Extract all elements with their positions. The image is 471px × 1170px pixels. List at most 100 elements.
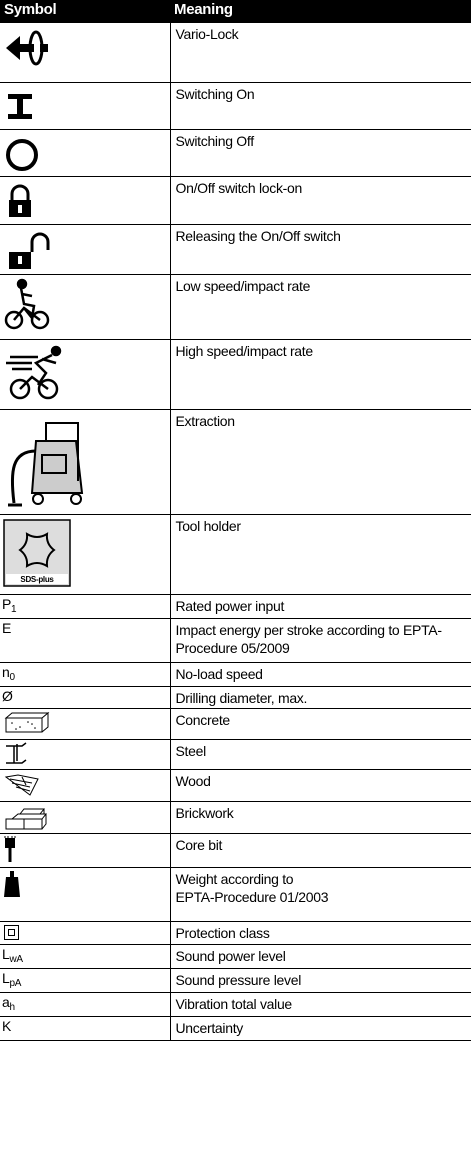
icon-cell xyxy=(0,709,170,740)
icon-cell xyxy=(0,225,170,275)
meaning: Sound power level xyxy=(170,945,471,969)
symbol: P1 xyxy=(0,595,170,619)
row: Steel xyxy=(0,740,471,770)
row: Weight according to EPTA-Procedure 01/20… xyxy=(0,868,471,922)
meaning: Vario-Lock xyxy=(170,23,471,83)
meaning: Releasing the On/Off switch xyxy=(170,225,471,275)
high-speed-icon xyxy=(2,341,68,403)
meaning: Drilling diameter, max. xyxy=(170,687,471,709)
concrete-icon xyxy=(2,710,52,736)
symbol: K xyxy=(0,1017,170,1041)
row: Low speed/impact rate xyxy=(0,275,471,340)
icon-cell xyxy=(0,740,170,770)
icon-cell xyxy=(0,177,170,225)
icon-cell: SDS-plus xyxy=(0,515,170,595)
meaning: Wood xyxy=(170,770,471,802)
meaning: Switching On xyxy=(170,83,471,130)
symbol: LpA xyxy=(0,969,170,993)
lock-icon xyxy=(2,178,42,220)
icon-cell xyxy=(0,770,170,802)
meaning: High speed/impact rate xyxy=(170,340,471,410)
protection-class-icon xyxy=(2,923,22,941)
unlock-icon xyxy=(2,226,62,270)
meaning: Low speed/impact rate xyxy=(170,275,471,340)
symbol-sub: 1 xyxy=(11,604,16,615)
symbol: n0 xyxy=(0,663,170,687)
low-speed-icon xyxy=(2,276,52,334)
row: SDS-plus Tool holder xyxy=(0,515,471,595)
row: Wood xyxy=(0,770,471,802)
meaning: Protection class xyxy=(170,922,471,945)
symbol-text: Ø xyxy=(2,688,13,704)
core-bit-icon xyxy=(2,835,22,865)
row: Brickwork xyxy=(0,802,471,834)
meaning: Impact energy per stroke according to EP… xyxy=(170,619,471,663)
icon-cell xyxy=(0,340,170,410)
icon-cell xyxy=(0,802,170,834)
symbol: Ø xyxy=(0,687,170,709)
off-icon xyxy=(2,131,42,173)
meaning: Concrete xyxy=(170,709,471,740)
row: Switching On xyxy=(0,83,471,130)
row: On/Off switch lock-on xyxy=(0,177,471,225)
symbol-text: n xyxy=(2,664,10,680)
symbol: E xyxy=(0,619,170,663)
symbol-text: L xyxy=(2,946,10,962)
row: Switching Off xyxy=(0,130,471,177)
meaning: Switching Off xyxy=(170,130,471,177)
sds-plus-icon: SDS-plus xyxy=(2,516,74,590)
row: Extraction xyxy=(0,410,471,515)
icon-cell xyxy=(0,83,170,130)
row: K Uncertainty xyxy=(0,1017,471,1041)
symbol-text: L xyxy=(2,970,10,986)
symbol-sub: h xyxy=(10,1002,15,1013)
symbol-text: K xyxy=(2,1018,11,1034)
header-cell: Symbol xyxy=(0,0,170,23)
sds-label: SDS-plus xyxy=(20,575,54,584)
symbol: ah xyxy=(0,993,170,1017)
row: Core bit xyxy=(0,834,471,868)
extraction-icon xyxy=(2,411,86,509)
meaning: Uncertainty xyxy=(170,1017,471,1041)
meaning: Rated power input xyxy=(170,595,471,619)
meaning: Tool holder xyxy=(170,515,471,595)
meaning: Extraction xyxy=(170,410,471,515)
on-icon xyxy=(2,84,42,124)
meaning: Sound pressure level xyxy=(170,969,471,993)
symbol-text: a xyxy=(2,994,10,1010)
icon-cell xyxy=(0,834,170,868)
row: Concrete xyxy=(0,709,471,740)
row: Vario-Lock xyxy=(0,23,471,83)
icon-cell xyxy=(0,23,170,83)
symbol-text: E xyxy=(2,620,11,636)
row: E Impact energy per stroke according to E… xyxy=(0,619,471,663)
meaning: Vibration total value xyxy=(170,993,471,1017)
row: Protection class xyxy=(0,922,471,945)
page: SymbolMeaning Vario-Lock Switching On Sw… xyxy=(0,0,471,1170)
icon-cell xyxy=(0,410,170,515)
row: Ø Drilling diameter, max. xyxy=(0,687,471,709)
symbol-sub: wA xyxy=(10,954,23,965)
symbol: LwA xyxy=(0,945,170,969)
brickwork-icon xyxy=(2,803,52,831)
header-cell: Meaning xyxy=(170,0,471,23)
steel-icon xyxy=(2,741,32,767)
icon-cell xyxy=(0,130,170,177)
icon-cell xyxy=(0,275,170,340)
vario-lock-icon xyxy=(2,24,52,74)
wood-icon xyxy=(2,771,42,799)
meaning: No-load speed xyxy=(170,663,471,687)
meaning: On/Off switch lock-on xyxy=(170,177,471,225)
meaning: Weight according to EPTA-Procedure 01/20… xyxy=(170,868,471,922)
meaning: Core bit xyxy=(170,834,471,868)
meaning: Steel xyxy=(170,740,471,770)
symbol-sub: pA xyxy=(10,978,22,989)
symbol-sub: 0 xyxy=(10,672,15,683)
icon-cell xyxy=(0,922,170,945)
